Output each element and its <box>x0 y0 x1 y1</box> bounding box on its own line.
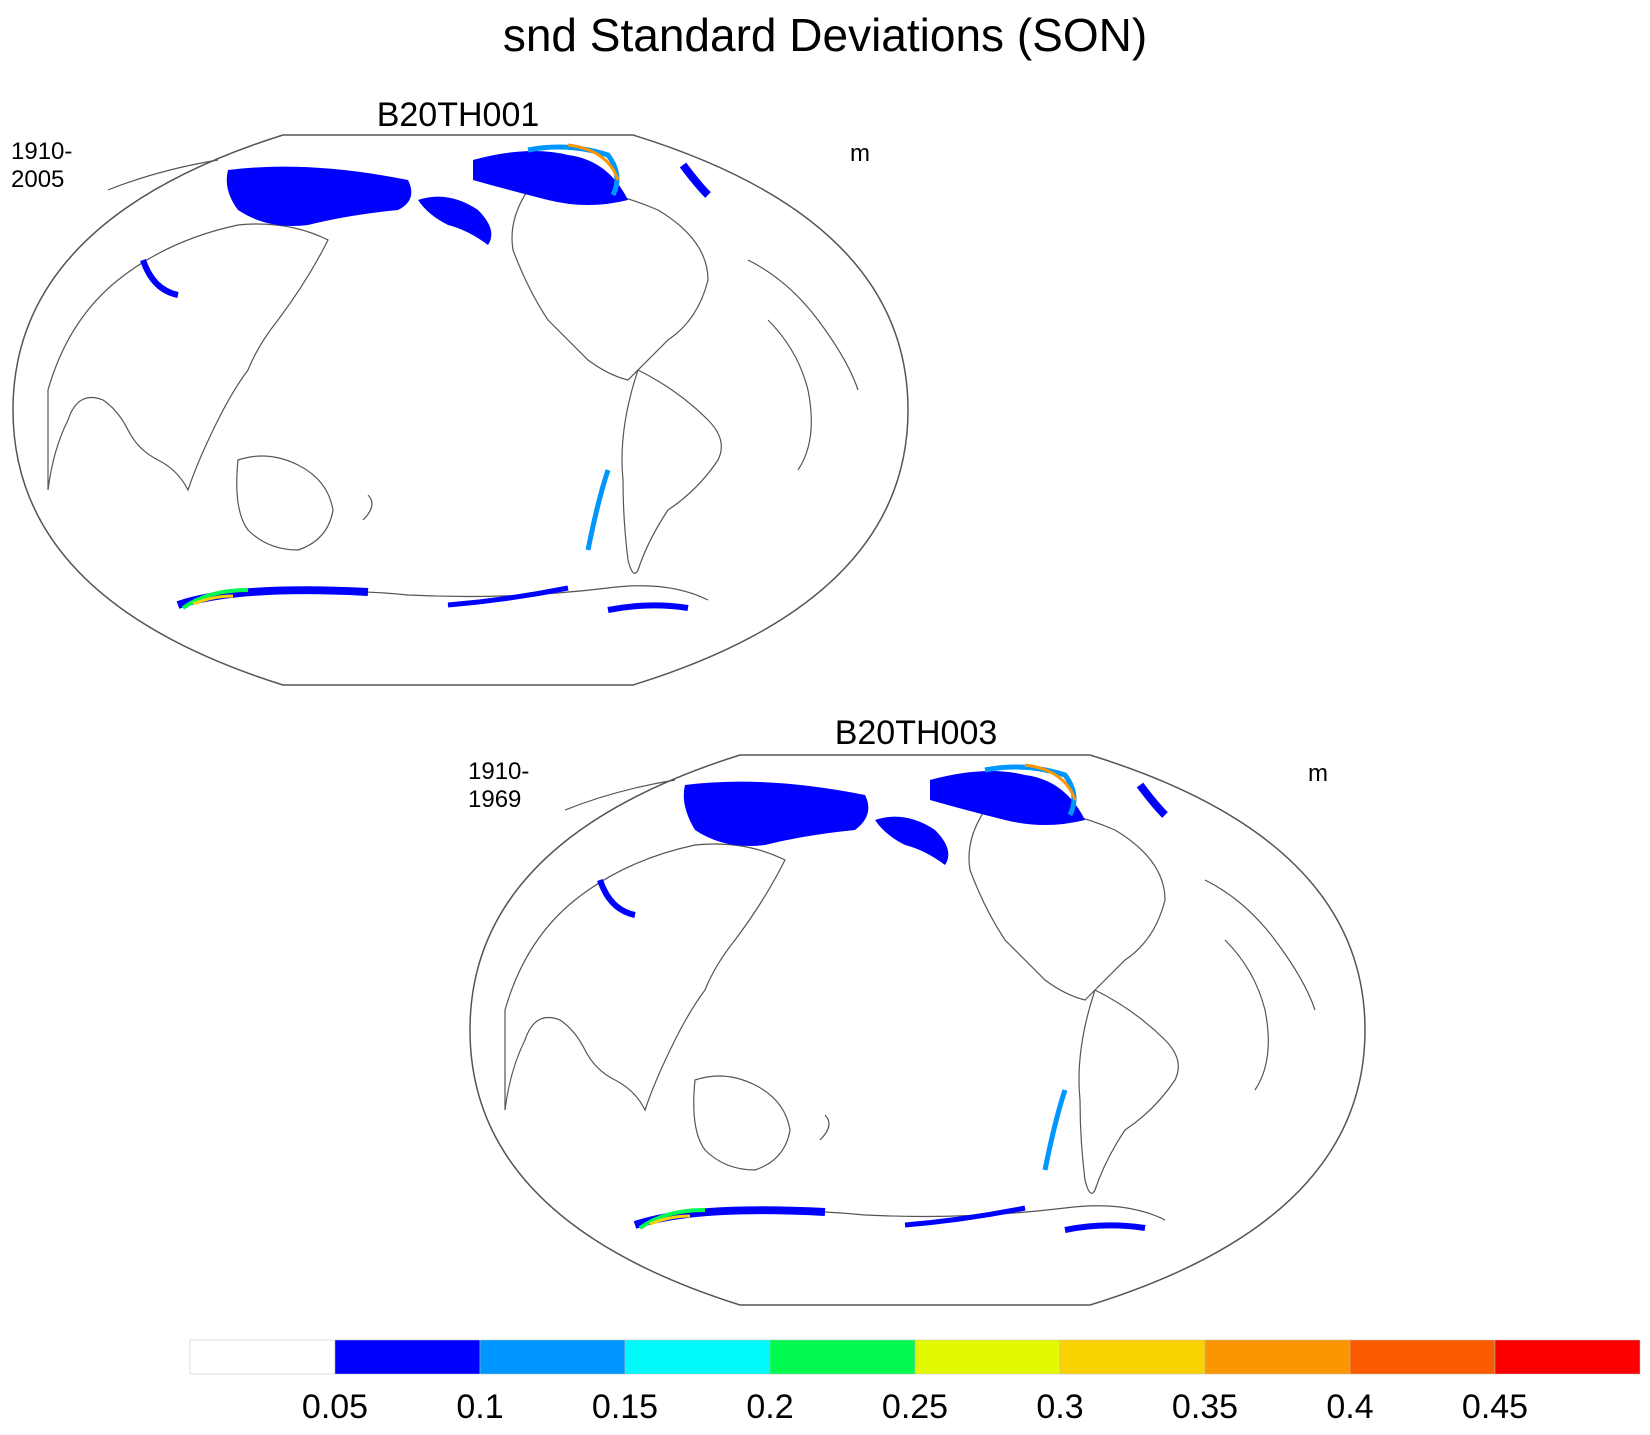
world-map <box>469 754 1366 1306</box>
colorbar-bin <box>769 1339 916 1375</box>
colorbar-label: 0.05 <box>302 1388 368 1426</box>
snow-field <box>597 763 1168 1233</box>
snow-field <box>140 143 711 613</box>
colorbar-bin <box>1494 1339 1641 1375</box>
panel-period: 1910-1969 <box>468 758 530 813</box>
figure-title: snd Standard Deviations (SON) <box>502 9 1148 61</box>
panel-title: B20TH003 <box>834 714 998 752</box>
colorbar-svg: 0.05 0.1 0.15 0.2 0.25 0.3 0.35 0.4 0.45 <box>189 1339 1641 1426</box>
map-frame <box>469 754 1366 1306</box>
colorbar-bin <box>189 1339 336 1375</box>
coastlines <box>504 779 1316 1221</box>
colorbar-bin <box>1204 1339 1351 1375</box>
colorbar-label: 0.25 <box>882 1388 948 1426</box>
panel-units: m <box>1308 760 1328 787</box>
colorbar-label: 0.4 <box>1326 1388 1373 1426</box>
panel-units: m <box>850 140 870 167</box>
panel-period: 1910-2005 <box>11 138 73 193</box>
panel-title: B20TH001 <box>376 96 540 134</box>
colorbar-bin <box>1059 1339 1206 1375</box>
colorbar-label: 0.2 <box>746 1388 793 1426</box>
colorbar-label: 0.45 <box>1462 1388 1528 1426</box>
colorbar-label: 0.15 <box>592 1388 658 1426</box>
colorbar-bin <box>624 1339 771 1375</box>
colorbar-bin <box>479 1339 626 1375</box>
colorbar-bin <box>1349 1339 1496 1375</box>
colorbar-label: 0.1 <box>456 1388 503 1426</box>
world-map <box>12 134 909 686</box>
colorbar-bin <box>334 1339 481 1375</box>
map-frame <box>12 134 909 686</box>
coastlines <box>47 159 859 601</box>
colorbar-label: 0.3 <box>1036 1388 1083 1426</box>
colorbar-label: 0.35 <box>1172 1388 1238 1426</box>
colorbar: 0.05 0.1 0.15 0.2 0.25 0.3 0.35 0.4 0.45 <box>189 1339 1641 1426</box>
colorbar-bin <box>914 1339 1061 1375</box>
